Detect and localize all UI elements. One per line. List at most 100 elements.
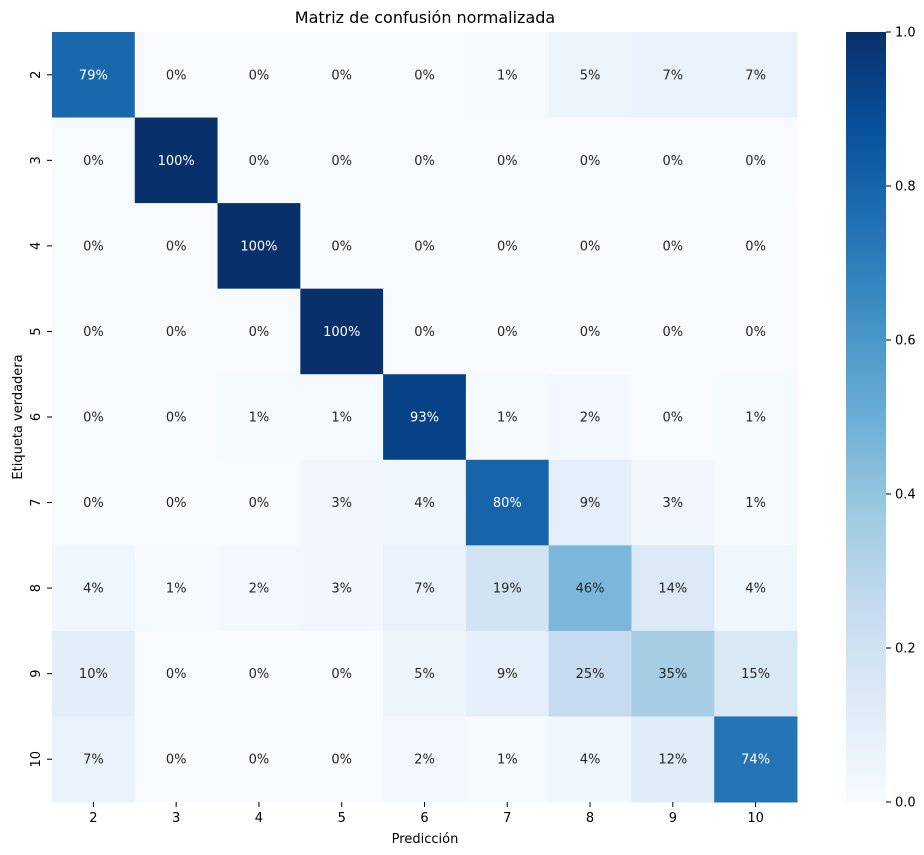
heatmap-cell xyxy=(52,203,136,290)
cell-value-label: 0% xyxy=(745,325,766,340)
y-axis-label: Etiqueta verdadera xyxy=(11,354,26,479)
cell-value-label: 10% xyxy=(79,667,108,682)
cell-value-label: 0% xyxy=(663,154,684,169)
colorbar-tick-label: 0.8 xyxy=(895,180,916,195)
cell-value-label: 0% xyxy=(331,154,352,169)
heatmap-cell xyxy=(465,32,550,119)
cell-value-label: 0% xyxy=(331,239,352,254)
heatmap-cell xyxy=(300,32,384,119)
heatmap-cell xyxy=(134,32,219,119)
cell-value-label: 25% xyxy=(576,667,605,682)
cell-value-label: 0% xyxy=(166,496,187,511)
heatmap-cell xyxy=(631,716,715,803)
y-tick-label: 2 xyxy=(29,71,44,79)
y-tick-label: 4 xyxy=(29,242,44,250)
heatmap-cell xyxy=(217,545,301,632)
cell-value-label: 1% xyxy=(745,411,766,426)
heatmap-cell xyxy=(300,545,384,632)
heatmap-cell xyxy=(631,459,715,546)
x-axis-ticks: 2 3 4 5 6 7 8 9 10 xyxy=(89,802,764,826)
heatmap-cell xyxy=(134,459,219,546)
colorbar-ticks: 0.0 0.2 0.4 0.6 0.8 1.0 xyxy=(886,26,916,811)
cell-value-label: 0% xyxy=(249,154,270,169)
heatmap-cell xyxy=(465,630,550,717)
cell-value-label: 0% xyxy=(497,154,518,169)
cell-value-label: 0% xyxy=(414,325,435,340)
cell-value-label: 1% xyxy=(331,411,352,426)
cell-value-label: 2% xyxy=(249,582,270,597)
cell-value-label: 4% xyxy=(580,753,601,768)
cell-value-label: 0% xyxy=(83,411,104,426)
heatmap-cell xyxy=(383,288,467,375)
heatmap-cell xyxy=(217,288,301,375)
cell-value-label: 0% xyxy=(83,496,104,511)
heatmap-cell xyxy=(52,459,136,546)
colorbar xyxy=(846,32,886,802)
heatmap-cell xyxy=(714,288,798,375)
cell-value-label: 3% xyxy=(331,582,352,597)
cell-value-label: 0% xyxy=(166,667,187,682)
cell-value-label: 0% xyxy=(331,753,352,768)
cell-value-label: 0% xyxy=(497,239,518,254)
cell-value-label: 0% xyxy=(249,753,270,768)
heatmap-cell xyxy=(217,203,301,290)
cell-value-label: 1% xyxy=(166,582,187,597)
cell-value-label: 9% xyxy=(497,667,518,682)
heatmap-cell xyxy=(714,374,798,461)
heatmap-cell xyxy=(714,32,798,119)
cell-value-label: 0% xyxy=(580,239,601,254)
colorbar-tick-label: 0.6 xyxy=(895,334,916,349)
cell-value-label: 0% xyxy=(663,325,684,340)
heatmap-cell xyxy=(52,545,136,632)
cell-value-label: 15% xyxy=(741,667,770,682)
heatmap-cell xyxy=(383,32,467,119)
cell-value-label: 0% xyxy=(83,154,104,169)
x-tick-label: 4 xyxy=(255,811,263,826)
heatmap-cell xyxy=(300,288,384,375)
heatmap-cell xyxy=(134,288,219,375)
cell-value-label: 9% xyxy=(580,496,601,511)
cell-value-label: 46% xyxy=(576,582,605,597)
colorbar-tick-label: 0.2 xyxy=(895,642,916,657)
heatmap-cell xyxy=(383,459,467,546)
heatmap-cell xyxy=(548,32,632,119)
heatmap-cell xyxy=(134,374,219,461)
x-tick-label: 9 xyxy=(669,811,677,826)
heatmap-cell xyxy=(134,630,219,717)
cell-value-label: 2% xyxy=(414,753,435,768)
heatmap-cell xyxy=(465,716,550,803)
heatmap-cell xyxy=(383,117,467,204)
y-tick-label: 8 xyxy=(29,584,44,592)
cell-value-label: 19% xyxy=(493,582,522,597)
heatmap-cell xyxy=(548,630,632,717)
heatmap-cell xyxy=(52,32,136,119)
cell-value-label: 79% xyxy=(79,68,108,83)
heatmap-cell xyxy=(383,545,467,632)
heatmap-cell xyxy=(714,203,798,290)
heatmap-cell xyxy=(383,716,467,803)
cell-value-label: 4% xyxy=(83,582,104,597)
cell-value-label: 1% xyxy=(249,411,270,426)
cell-value-label: 0% xyxy=(166,68,187,83)
cell-value-label: 0% xyxy=(414,239,435,254)
heatmap-cell xyxy=(52,716,136,803)
heatmap-cell xyxy=(631,545,715,632)
heatmap-cell xyxy=(465,545,550,632)
cell-value-label: 0% xyxy=(745,154,766,169)
cell-value-label: 0% xyxy=(580,325,601,340)
heatmap-cell xyxy=(714,459,798,546)
cell-value-label: 4% xyxy=(745,582,766,597)
cell-value-label: 7% xyxy=(663,68,684,83)
heatmap-cell xyxy=(217,374,301,461)
heatmap-cell xyxy=(383,630,467,717)
cell-value-label: 0% xyxy=(331,667,352,682)
cell-value-label: 5% xyxy=(580,68,601,83)
heatmap-cell xyxy=(465,374,550,461)
heatmap-cell xyxy=(631,32,715,119)
cell-value-label: 100% xyxy=(323,325,360,340)
cell-value-label: 4% xyxy=(414,496,435,511)
cell-value-label: 1% xyxy=(497,68,518,83)
cell-value-label: 0% xyxy=(497,325,518,340)
colorbar-tick-label: 1.0 xyxy=(895,26,916,41)
